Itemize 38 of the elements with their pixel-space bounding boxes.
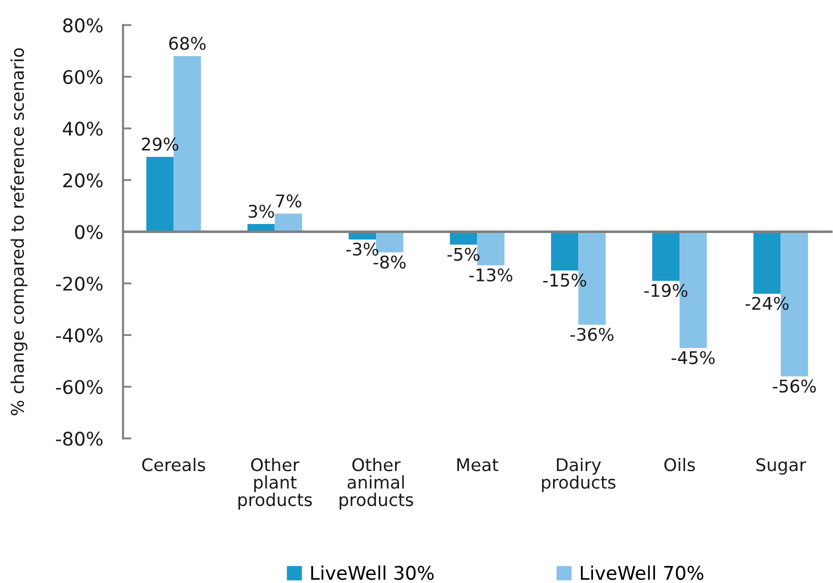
text: -8% (374, 255, 406, 269)
x-tick-label: Other animal products (340, 458, 414, 510)
legend-label: LiveWell 70% (580, 565, 704, 580)
text: -45% (672, 351, 715, 364)
text: -15% (543, 274, 586, 287)
y-tick-label: 0% (75, 224, 103, 240)
text: 68% (169, 36, 206, 50)
y-tick-label: 60% (63, 70, 103, 84)
y-axis-title: % change compared to reference scenario (10, 48, 28, 416)
y-tick-label: 40% (62, 122, 103, 136)
x-tick-label: Dairy products (542, 458, 616, 492)
y-tick-label: 80% (63, 18, 103, 32)
x-tick-label: Cereals (142, 458, 206, 472)
x-tick-label: Oils (664, 458, 695, 472)
text: -56% (772, 380, 816, 393)
text: 29% (142, 138, 178, 151)
text: 3% (248, 204, 274, 218)
x-tick-label: Other plant products (238, 458, 312, 510)
x-tick-label: Meat (457, 458, 498, 472)
y-tick-label: -40% (56, 328, 103, 342)
text: -24% (746, 296, 789, 310)
x-tick-label: Sugar (756, 458, 806, 475)
text: -36% (570, 328, 614, 341)
text: -19% (644, 284, 688, 298)
legend-label: LiveWell 30% (311, 565, 434, 580)
y-tick-label: -80% (56, 432, 103, 446)
bar (551, 232, 578, 270)
bar (146, 156, 174, 232)
bar (652, 232, 680, 281)
bar (274, 214, 302, 232)
bar (753, 232, 781, 294)
y-tick-label: -60% (56, 380, 103, 394)
y-tick-label: 20% (63, 173, 103, 188)
y-tick-label: -20% (56, 276, 103, 291)
text: 7% (276, 194, 302, 208)
text: -13% (469, 268, 512, 282)
text: -5% (447, 248, 480, 261)
text: -3% (346, 242, 378, 256)
